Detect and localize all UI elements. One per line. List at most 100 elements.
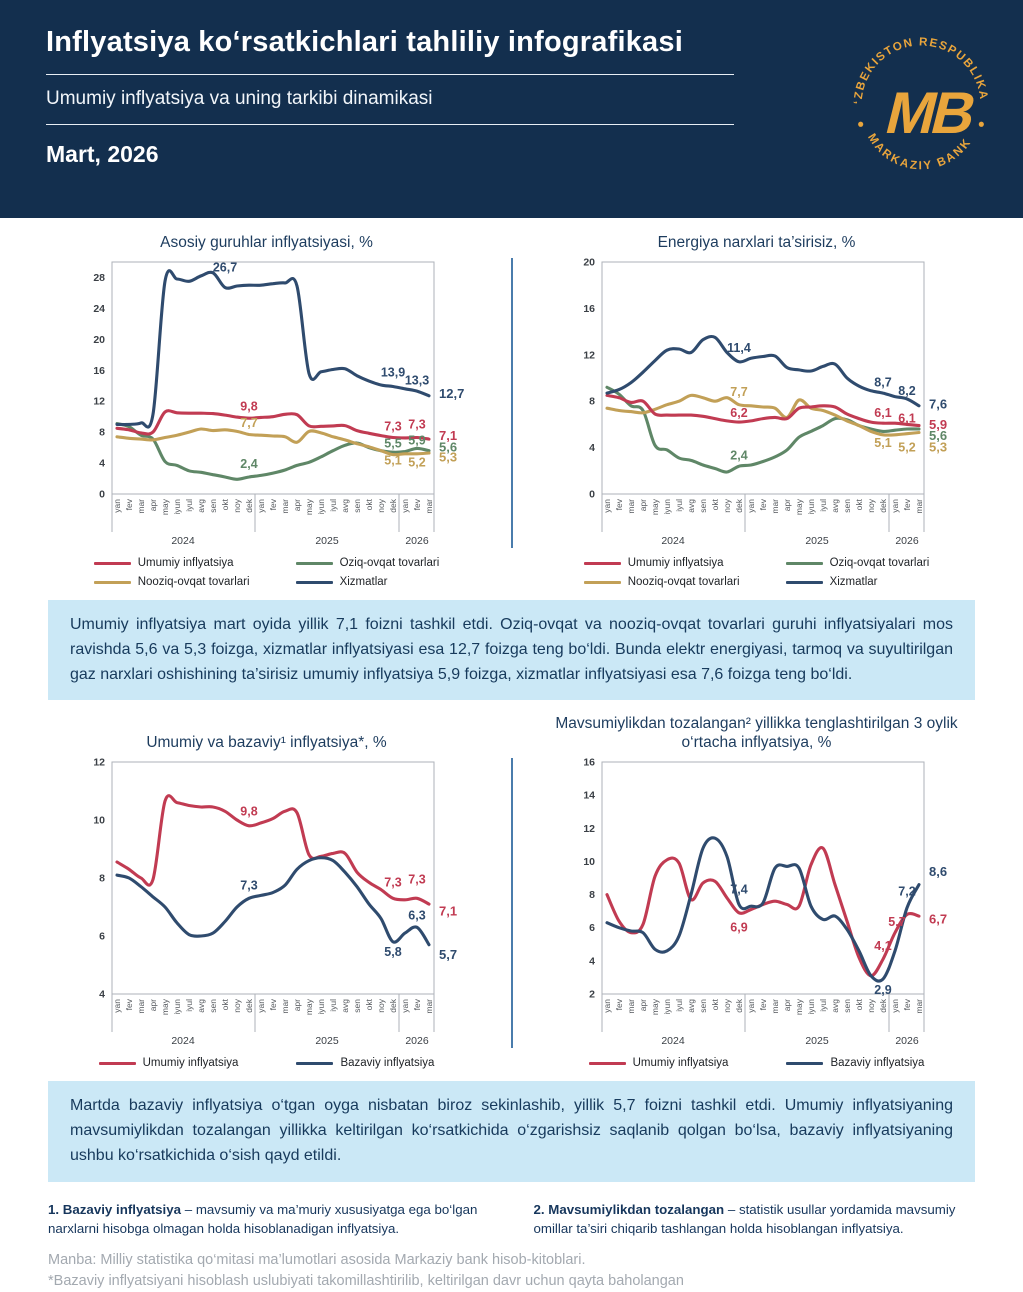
svg-text:14: 14 <box>583 790 595 802</box>
svg-text:10: 10 <box>93 815 105 827</box>
legend-label: Xizmatlar <box>339 576 388 588</box>
svg-text:apr: apr <box>782 499 792 511</box>
svg-text:6: 6 <box>589 923 595 935</box>
svg-text:4: 4 <box>589 442 595 454</box>
svg-text:7,3: 7,3 <box>240 879 257 893</box>
header: Inflyatsiya ko‘rsatkichlari tahliliy inf… <box>0 0 1023 218</box>
legend-label: Umumiy inflyatsiya <box>627 557 724 569</box>
svg-text:sen: sen <box>842 499 852 513</box>
svg-text:6,9: 6,9 <box>730 921 747 935</box>
svg-text:yan: yan <box>746 499 756 513</box>
legend-label: Nooziq-ovqat tovarlari <box>137 576 250 588</box>
legend-label: Oziq-ovqat tovarlari <box>339 557 440 569</box>
svg-text:7,7: 7,7 <box>240 416 257 430</box>
legend-label: Bazaviy inflyatsiya <box>340 1057 435 1070</box>
svg-text:apr: apr <box>638 999 648 1011</box>
legend-line-swatch <box>295 561 333 565</box>
svg-text:6,2: 6,2 <box>730 406 747 420</box>
svg-text:noy: noy <box>722 999 732 1013</box>
svg-text:MB: MB <box>880 80 982 146</box>
legend-label: Oziq-ovqat tovarlari <box>829 557 930 569</box>
legend-item: Oziq-ovqat tovarlari <box>785 557 930 569</box>
svg-text:16: 16 <box>583 757 595 769</box>
svg-text:yan: yan <box>400 999 410 1013</box>
svg-text:6,7: 6,7 <box>929 912 947 927</box>
legend-line-swatch <box>583 580 621 584</box>
svg-text:dek: dek <box>244 999 254 1013</box>
svg-text:5,1: 5,1 <box>874 436 891 450</box>
svg-text:may: may <box>794 498 804 515</box>
legend-line-swatch <box>583 561 621 565</box>
svg-text:2025: 2025 <box>805 1035 829 1047</box>
svg-text:fev: fev <box>758 498 768 510</box>
svg-text:noy: noy <box>232 498 242 512</box>
svg-text:2024: 2024 <box>661 1035 685 1047</box>
legend-item: Nooziq-ovqat tovarlari <box>583 576 740 588</box>
legend-label: Umumiy inflyatsiya <box>632 1057 729 1070</box>
page-subtitle: Umumiy inflyatsiya va uning tarkibi dina… <box>46 88 433 109</box>
svg-text:iyul: iyul <box>674 999 684 1012</box>
svg-text:dek: dek <box>244 498 254 512</box>
svg-text:sen: sen <box>352 499 362 513</box>
svg-text:okt: okt <box>710 999 720 1011</box>
svg-text:sen: sen <box>352 999 362 1013</box>
svg-text:dek: dek <box>388 498 398 512</box>
svg-text:sen: sen <box>698 999 708 1013</box>
svg-text:5,7: 5,7 <box>888 915 905 929</box>
svg-text:2: 2 <box>589 989 595 1001</box>
svg-text:9,8: 9,8 <box>240 805 257 819</box>
vertical-divider-top <box>510 258 513 548</box>
svg-text:noy: noy <box>866 999 876 1013</box>
svg-text:iyun: iyun <box>806 499 816 515</box>
footnote-seasonal-adjustment: 2. Mavsumiylikdan tozalangan – statistik… <box>533 1201 956 1237</box>
svg-text:5,6: 5,6 <box>439 440 457 455</box>
svg-text:avg: avg <box>686 999 696 1013</box>
svg-text:apr: apr <box>148 499 158 511</box>
legend-item: Bazaviy inflyatsiya <box>786 1057 924 1069</box>
svg-text:11,4: 11,4 <box>727 341 751 355</box>
chart-canvas-main-groups: 0 4 8 12 16 20 24 28 yan fev mar apr may iyun iyul avg s… <box>28 254 506 555</box>
svg-text:fev: fev <box>124 999 134 1011</box>
svg-text:avg: avg <box>830 499 840 513</box>
svg-text:mar: mar <box>914 999 924 1014</box>
legend-item: Umumiy inflyatsiya <box>588 1057 729 1070</box>
svg-text:mar: mar <box>424 999 434 1014</box>
legend-line-swatch <box>93 561 131 565</box>
svg-text:2026: 2026 <box>895 535 919 547</box>
svg-text:7,6: 7,6 <box>929 397 947 412</box>
svg-text:mar: mar <box>626 999 636 1014</box>
svg-text:apr: apr <box>292 499 302 511</box>
svg-text:4,1: 4,1 <box>874 939 891 953</box>
svg-text:mar: mar <box>280 499 290 514</box>
logo-dot-left <box>858 121 864 127</box>
svg-text:5,8: 5,8 <box>384 945 401 959</box>
svg-text:24: 24 <box>93 303 105 315</box>
svg-text:20: 20 <box>583 257 595 269</box>
legend-line-swatch <box>98 1061 136 1065</box>
svg-text:okt: okt <box>854 498 864 510</box>
svg-text:mar: mar <box>770 499 780 514</box>
svg-text:5,2: 5,2 <box>408 455 425 469</box>
svg-text:iyul: iyul <box>328 999 338 1012</box>
legend-ex-energy: Umumiy inflyatsiya Oziq-ovqat tovarlari No… <box>518 557 996 588</box>
legend-label: Bazaviy inflyatsiya <box>830 1057 925 1070</box>
svg-text:7,3: 7,3 <box>384 876 401 890</box>
svg-text:fev: fev <box>268 498 278 510</box>
svg-text:4: 4 <box>99 458 105 470</box>
svg-text:apr: apr <box>782 999 792 1011</box>
svg-text:sen: sen <box>698 499 708 513</box>
svg-text:avg: avg <box>196 499 206 513</box>
svg-text:8: 8 <box>99 427 105 439</box>
legend-item: Nooziq-ovqat tovarlari <box>93 576 250 588</box>
svg-text:13,3: 13,3 <box>404 373 428 387</box>
svg-text:12,7: 12,7 <box>439 386 464 401</box>
chart-canvas-headline-core: 4 6 8 10 12 yan fev mar apr may iyun iyul avg sen okt n… <box>28 754 506 1055</box>
svg-text:fev: fev <box>902 498 912 510</box>
svg-text:yan: yan <box>746 999 756 1013</box>
svg-text:26,7: 26,7 <box>212 260 236 274</box>
svg-text:apr: apr <box>148 999 158 1011</box>
legend-line-swatch <box>296 1061 334 1065</box>
legend-item: Xizmatlar <box>785 576 930 588</box>
svg-text:13,9: 13,9 <box>380 366 404 380</box>
svg-text:fev: fev <box>614 999 624 1011</box>
